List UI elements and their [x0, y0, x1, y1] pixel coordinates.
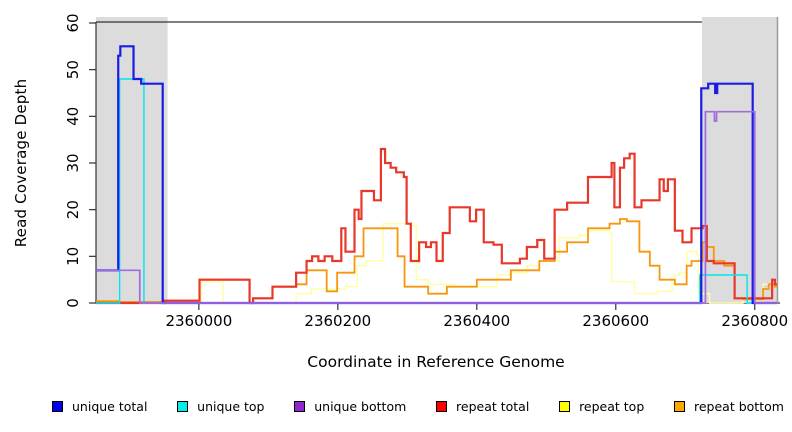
legend-label: unique top — [197, 398, 265, 414]
repeat-bottom-swatch-icon — [674, 400, 685, 412]
legend-label: unique bottom — [314, 398, 407, 414]
repeat-total-swatch-icon — [436, 400, 448, 412]
left-gray-band — [96, 17, 168, 303]
legend-item-unique-total: unique total — [52, 399, 147, 414]
series-repeat-total — [96, 147, 777, 305]
x-axis-title: Coordinate in Reference Genome — [307, 353, 565, 371]
y-tick-label: 30 — [64, 153, 82, 172]
x-tick-label: 2360200 — [304, 312, 371, 330]
x-tick-label: 2360000 — [165, 312, 232, 330]
unique-total-swatch-icon — [52, 400, 63, 412]
legend-item-unique-top: unique top — [177, 399, 264, 414]
repeat-top-swatch-icon — [559, 400, 571, 412]
legend-item-unique-bottom: unique bottom — [294, 399, 406, 414]
y-axis-title: Read Coverage Depth — [12, 78, 30, 248]
y-tick-label: 10 — [64, 247, 82, 266]
unique-bottom-swatch-icon — [294, 400, 306, 412]
legend-item-repeat-total: repeat total — [436, 399, 529, 414]
legend-label: unique total — [72, 398, 148, 414]
x-tick-label: 2360600 — [582, 312, 649, 330]
axis-ticks — [89, 22, 756, 310]
legend-item-repeat-top: repeat top — [559, 399, 644, 414]
series-unique-total — [96, 45, 777, 305]
series-repeat-top — [96, 223, 777, 304]
legend: unique total unique top unique bottom re… — [52, 397, 784, 415]
legend-item-repeat-bottom: repeat bottom — [674, 399, 784, 414]
legend-label: repeat top — [579, 398, 645, 414]
legend-label: repeat bottom — [694, 398, 784, 414]
chart-canvas: 2360000 2360200 2360400 2360600 2360800 0 10 20… — [64, 13, 788, 330]
y-tick-label: 20 — [64, 200, 82, 219]
unique-top-swatch-icon — [177, 400, 189, 412]
y-tick-label: 50 — [64, 60, 82, 79]
y-tick-label: 40 — [64, 107, 82, 126]
x-tick-label: 2360800 — [721, 312, 788, 330]
legend-label: repeat total — [456, 398, 530, 414]
y-tick-label: 0 — [64, 298, 82, 308]
y-tick-label: 60 — [64, 13, 82, 32]
series-unique-bottom — [96, 110, 777, 304]
x-tick-label: 2360400 — [443, 312, 510, 330]
